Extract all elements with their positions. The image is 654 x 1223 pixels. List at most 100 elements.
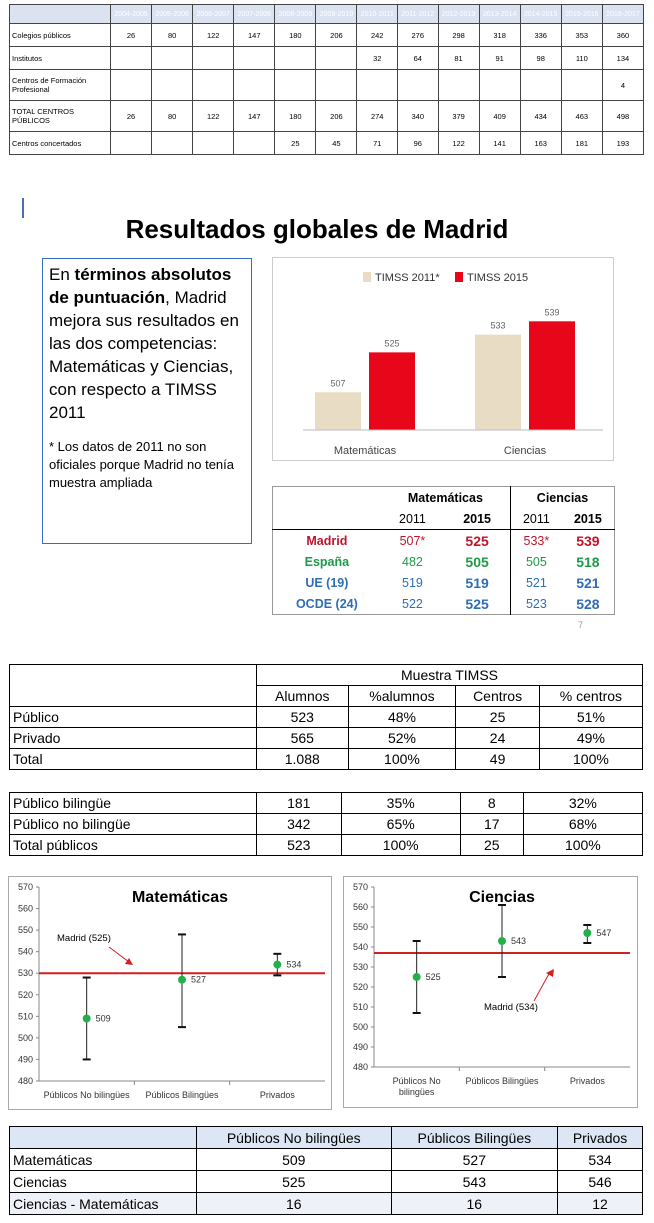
table-cell: 100% [522,834,644,856]
legend-swatch [363,272,371,282]
table-cell: 52% [347,727,457,749]
year-header: 2007-2008 [233,4,276,24]
y-tick-label: 560 [18,904,33,914]
table-cell: 16 [390,1192,559,1215]
data-label: 543 [511,936,526,946]
footnote: * Los datos de 2011 no son oficiales por… [49,439,235,490]
table-cell: 193 [601,131,645,155]
table-cell [233,69,276,101]
data-label: 509 [96,1013,111,1023]
bar [529,321,575,430]
table-cell [109,131,153,155]
y-tick-label: 550 [353,922,368,932]
table-row: TOTAL CENTROS PÚBLICOS 26 80 122 147 180 206 27… [9,100,645,132]
table-row: España 482 505 505 518 [273,551,615,572]
table-cell: 434 [519,100,562,132]
table-cell: 80 [151,23,194,47]
row-label: Centros concertados [9,131,111,155]
table-cell: 12 [557,1192,643,1215]
score-cell: 518 [576,553,600,570]
table-cell [233,131,276,155]
data-label: 533 [490,321,505,331]
score-cell: 521 [525,575,547,590]
score-cell: 523 [525,596,547,611]
table-cell: 45 [315,131,358,155]
table-row: Centros de Formación Profesional 4 [9,69,645,101]
year-header: 2010-2011 [356,4,398,24]
row-label: Madrid [306,533,348,548]
column-header: Centros [455,685,540,707]
year-header: 2011 [510,508,562,530]
table-header-row: 2011 2015 2011 2015 [272,508,615,530]
score-cell: 482 [402,554,423,569]
data-point [82,1014,91,1023]
table-cell: 463 [560,100,603,132]
table-header-row: Públicos No bilingües Públicos Bilingües P… [9,1126,643,1149]
score-cell: 522 [402,596,423,611]
matematicas-chart: Matemáticas 480 490 500 510 520 530 540 550 560 57… [18,882,325,1100]
category-label: Ciencias [504,445,547,457]
y-tick-label: 510 [353,1002,368,1012]
category-label: Privados [260,1090,296,1100]
table-cell: 274 [356,100,398,132]
table-cell: 17 [459,813,524,835]
table-cell: 206 [315,23,358,47]
category-label: Públicos No bilingües [44,1090,131,1100]
table-cell: 100% [347,748,457,770]
table-cell: 525 [196,1170,392,1193]
chart-title: Ciencias [469,889,535,906]
table-cell [192,69,235,101]
y-tick-label: 530 [18,968,33,978]
table-row: Público bilingüe 181 35% 8 32% [9,792,644,814]
table-cell: 298 [437,23,480,47]
table-header-row: 2004-2005 2005-2006 2006-2007 2007-2008 2008… [9,4,645,24]
table-cell: 147 [233,100,276,132]
y-tick-label: 510 [18,1011,33,1021]
table-cell: 65% [340,813,461,835]
year-header: 2016-2017 [601,4,645,24]
data-label: 539 [544,307,559,317]
table-cell: 336 [519,23,562,47]
table-cell [560,69,603,101]
row-label: Público no bilingüe [9,813,257,835]
table-cell: 509 [196,1148,392,1171]
data-label: 547 [596,928,611,938]
table-cell [233,46,276,70]
ciencias-chart-frame: Ciencias 480 490 500 510 520 530 540 550 560 570 Ma… [343,876,638,1108]
table-row: Madrid 507* 525 533* 539 [273,529,615,551]
table-row: Privado 565 52% 24 49% [9,727,644,749]
y-tick-label: 480 [353,1062,368,1072]
summary-textbox: En términos absolutos de puntuación, Mad… [42,258,252,544]
table-cell: 64 [397,46,439,70]
table-cell: 49 [455,748,540,770]
table-cell [437,69,480,101]
category-label: Matemáticas [334,445,397,457]
y-tick-label: 550 [18,925,33,935]
data-point [178,975,186,984]
table-cell: 565 [256,727,349,749]
row-label: Ciencias - Matemáticas [9,1192,197,1215]
table-cell: 16 [196,1192,392,1215]
row-label: España [304,554,350,569]
scores-table: Matemáticas Ciencias 2011 2015 2011 2015 Madri… [272,486,615,615]
table-cell: 1.088 [256,748,349,770]
table-cell [151,69,194,101]
y-tick-label: 560 [353,902,368,912]
year-header: 2014-2015 [519,4,562,24]
cie-header: Ciencias [536,490,589,505]
table-cell: 68% [522,813,644,835]
table-cell: 26 [109,23,153,47]
row-label: TOTAL CENTROS PÚBLICOS [9,100,111,132]
data-label: 534 [286,960,301,970]
header-cell [9,664,257,707]
table-cell: 141 [478,131,521,155]
row-label: Total públicos [9,834,257,856]
table-cell: 122 [437,131,480,155]
data-point [498,937,506,945]
row-label: OCDE (24) [295,596,358,611]
table-cell: 91 [478,46,521,70]
table-cell [151,131,194,155]
table-cell: 523 [256,706,349,728]
table-cell: 379 [437,100,480,132]
summary-table: Públicos No bilingües Públicos Bilingües P… [9,1126,643,1215]
